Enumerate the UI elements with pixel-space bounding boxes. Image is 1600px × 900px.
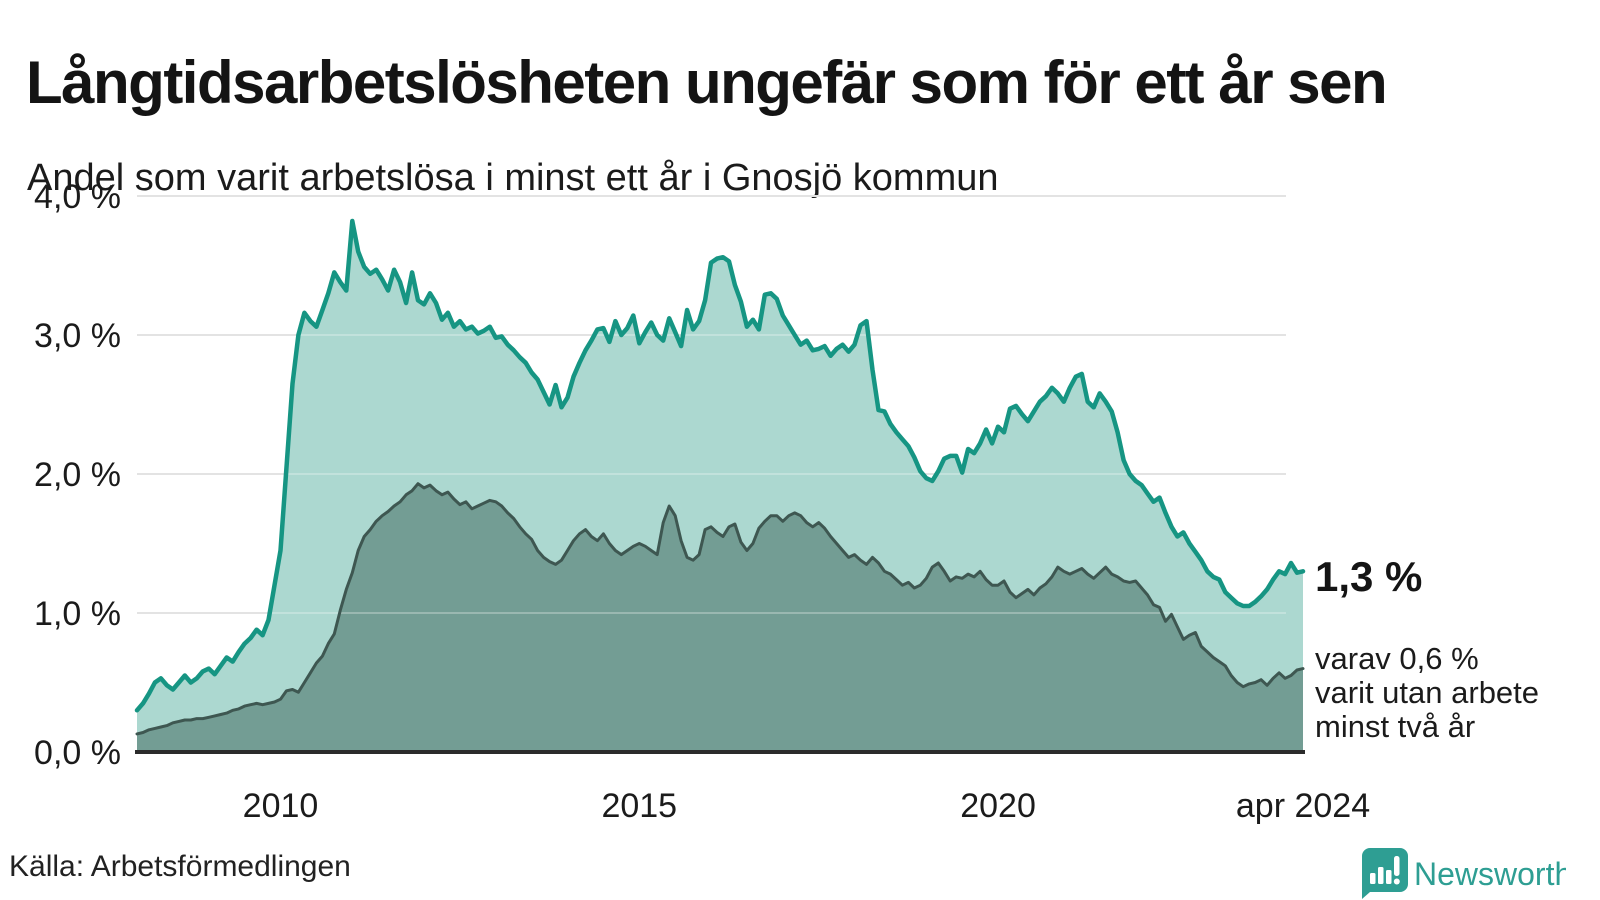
sublabel-line-2: varit utan arbete: [1315, 675, 1540, 710]
newsworthy-logo: Newsworthy: [1362, 848, 1566, 899]
newsworthy-logo-icon: [1362, 848, 1408, 899]
y-tick-label: 2,0 %: [34, 456, 121, 494]
series-line-one-year: [134, 218, 1306, 713]
x-tick-label: apr 2024: [1236, 787, 1370, 825]
sublabel-line-1: varav 0,6 %: [1315, 641, 1479, 676]
y-tick-label: 0,0 %: [34, 734, 121, 772]
x-tick-label: 2020: [960, 787, 1036, 825]
end-value-label: 1,3 %: [1315, 553, 1423, 600]
y-tick-label: 3,0 %: [34, 317, 121, 355]
source-note: Källa: Arbetsförmedlingen: [9, 850, 351, 883]
series-line-two-years: [135, 482, 1305, 736]
x-tick-label: 2015: [601, 787, 677, 825]
y-tick-label: 4,0 %: [34, 178, 121, 216]
x-tick-label: 2010: [243, 787, 319, 825]
page-title: Långtidsarbetslösheten ungefär som för e…: [26, 49, 1388, 117]
chart-canvas: 0,0 % 1,0 % 2,0 % 3,0 % 4,0 % 2010 2015 2020 apr…: [34, 178, 1370, 825]
area-chart: 0,0 % 1,0 % 2,0 % 3,0 % 4,0 % 2010 2015 2020 apr…: [34, 178, 1370, 825]
sublabel-line-3: minst två år: [1315, 709, 1476, 744]
end-value-sublabel: varav 0,6 % varit utan arbete minst två …: [1315, 642, 1539, 744]
newsworthy-logo-text: Newsworthy: [1414, 856, 1566, 892]
page-subtitle: Andel som varit arbetslösa i minst ett å…: [27, 157, 999, 199]
y-tick-label: 1,0 %: [34, 595, 121, 633]
series-area-two-years: [137, 483, 1303, 752]
